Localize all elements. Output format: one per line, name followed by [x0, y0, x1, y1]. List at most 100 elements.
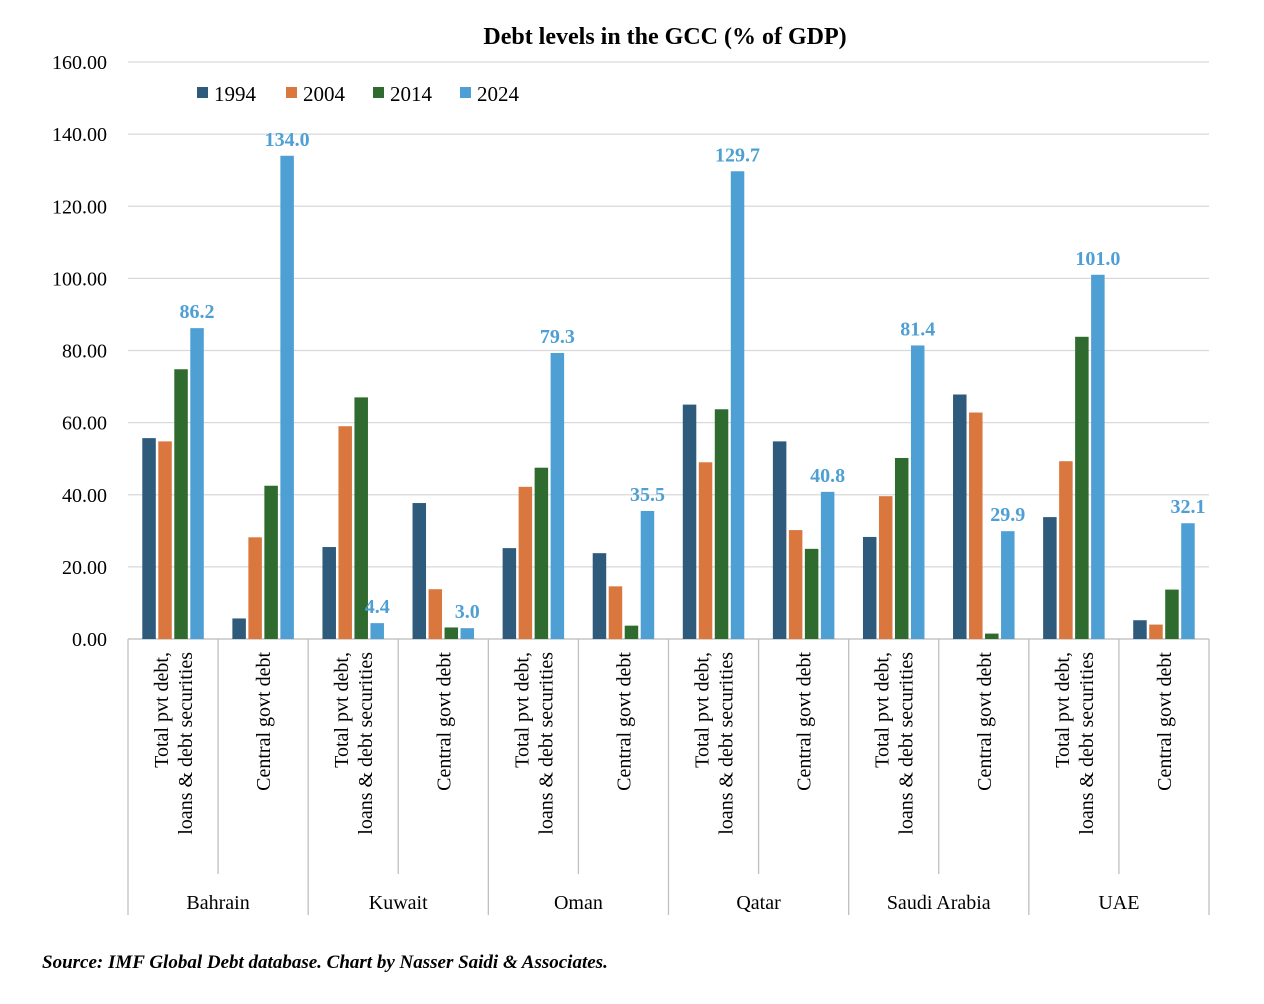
y-tick-label: 20.00 [62, 557, 107, 579]
category-label: Central govt debt [253, 652, 275, 791]
bar-2014 [534, 467, 549, 639]
bar-2004 [608, 586, 623, 639]
bar-2004 [788, 530, 803, 639]
bar-2004 [1059, 461, 1073, 639]
bar-2024 [1091, 274, 1105, 639]
category-label: Total pvt debt, [331, 652, 353, 768]
legend-label: 2024 [477, 82, 520, 106]
y-tick-label: 40.00 [62, 485, 107, 507]
bar-2004 [338, 426, 352, 639]
group-label: Kuwait [369, 892, 428, 914]
bar-2004 [158, 441, 172, 639]
data-label: 35.5 [630, 484, 665, 506]
data-label: 79.3 [540, 326, 575, 348]
data-label: 81.4 [900, 318, 935, 340]
y-tick-label: 140.00 [52, 124, 107, 146]
category-label: Total pvt debt, [692, 652, 714, 768]
axes: 0.00 20.00 40.00 60.00 80.00 100.00 120.00 140.… [52, 52, 1210, 915]
data-label: 3.0 [455, 601, 480, 623]
category-label: loans & debt securities [1076, 652, 1098, 835]
bar-1994 [592, 553, 607, 639]
source-note: Source: IMF Global Debt database. Chart … [42, 952, 608, 973]
bar-2024 [550, 353, 565, 639]
y-tick-label: 0.00 [72, 629, 107, 651]
bar-2014 [1075, 336, 1089, 639]
gridlines [128, 61, 1209, 640]
group-label: Bahrain [186, 892, 249, 914]
category-label: Total pvt debt, [151, 652, 173, 768]
bar-2014 [1165, 589, 1179, 639]
data-label: 40.8 [810, 465, 845, 487]
bar-2014 [174, 369, 188, 639]
bar-2014 [714, 409, 729, 639]
bar-1994 [232, 618, 246, 639]
bar-2004 [698, 462, 713, 639]
data-label: 129.7 [715, 144, 760, 166]
bar-2024 [370, 623, 384, 639]
data-labels: 86.2 134.0 4.4 3.0 79.3 35.5 129.7 40.8 81.4 29.9… [180, 129, 1206, 623]
group-label: UAE [1098, 892, 1139, 914]
category-label: Central govt debt [613, 652, 635, 791]
bar-2014 [894, 457, 909, 639]
bar-2024 [280, 155, 294, 639]
bar-1994 [502, 548, 517, 639]
legend-label: 2014 [390, 82, 433, 106]
legend: 1994 2004 2014 2024 [197, 82, 520, 106]
legend-label: 2004 [303, 82, 346, 106]
bar-2024 [1181, 523, 1195, 639]
bar-2004 [248, 537, 262, 639]
legend-swatch [197, 87, 208, 98]
data-label: 101.0 [1075, 248, 1120, 270]
bar-1994 [682, 404, 697, 639]
data-label: 29.9 [990, 504, 1025, 526]
bar-1994 [142, 438, 156, 639]
category-label: loans & debt securities [896, 652, 918, 835]
data-label: 32.1 [1170, 496, 1205, 518]
legend-swatch [460, 87, 471, 98]
bar-1994 [953, 394, 967, 639]
bar-2004 [969, 412, 983, 639]
bar-2024 [1001, 531, 1015, 639]
legend-swatch [373, 87, 384, 98]
data-label: 4.4 [365, 596, 390, 618]
y-tick-label: 60.00 [62, 413, 107, 435]
chart-title: Debt levels in the GCC (% of GDP) [483, 24, 846, 50]
bar-2024 [820, 491, 835, 639]
bar-2024 [460, 628, 475, 639]
bar-1994 [322, 547, 336, 639]
bar-2024 [640, 510, 655, 639]
category-label: loans & debt securities [355, 652, 377, 835]
bar-1994 [1043, 517, 1057, 639]
bar-2024 [190, 328, 204, 639]
category-label: Total pvt debt, [1052, 652, 1074, 768]
bar-2004 [518, 486, 533, 639]
bar-2014 [264, 485, 278, 639]
category-label: loans & debt securities [535, 652, 557, 835]
category-label: Total pvt debt, [872, 652, 894, 768]
y-tick-label: 80.00 [62, 341, 107, 363]
bar-2014 [985, 633, 999, 639]
bar-1994 [862, 536, 877, 639]
bar-2004 [878, 496, 893, 639]
category-label: Central govt debt [974, 652, 996, 791]
category-label: Central govt debt [1154, 652, 1176, 791]
group-label: Qatar [736, 892, 781, 914]
bar-2024 [730, 171, 745, 639]
category-label: Central govt debt [433, 652, 455, 791]
data-label: 134.0 [265, 129, 310, 151]
bar-2014 [354, 397, 368, 639]
bar-2004 [428, 589, 443, 639]
category-label: Central govt debt [794, 652, 816, 791]
bar-1994 [1133, 620, 1147, 639]
bar-1994 [772, 441, 787, 639]
legend-swatch [286, 87, 297, 98]
category-label: loans & debt securities [716, 652, 738, 835]
bar-2014 [444, 627, 459, 639]
bars [142, 155, 1195, 639]
category-label: loans & debt securities [175, 652, 197, 835]
bar-2004 [1149, 624, 1163, 639]
group-label: Oman [554, 892, 603, 914]
data-label: 86.2 [180, 301, 215, 323]
legend-label: 1994 [214, 82, 257, 106]
